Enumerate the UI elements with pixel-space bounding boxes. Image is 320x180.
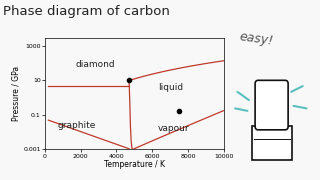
Text: Phase diagram of carbon: Phase diagram of carbon (3, 5, 170, 18)
Y-axis label: Pressure / GPa: Pressure / GPa (11, 66, 20, 121)
Text: liquid: liquid (158, 83, 183, 92)
Text: easy!: easy! (238, 31, 274, 48)
X-axis label: Temperature / K: Temperature / K (104, 160, 165, 169)
FancyBboxPatch shape (255, 80, 288, 130)
FancyBboxPatch shape (252, 126, 292, 160)
Text: vapour: vapour (158, 124, 190, 133)
Text: diamond: diamond (75, 60, 115, 69)
Text: graphite: graphite (58, 121, 96, 130)
